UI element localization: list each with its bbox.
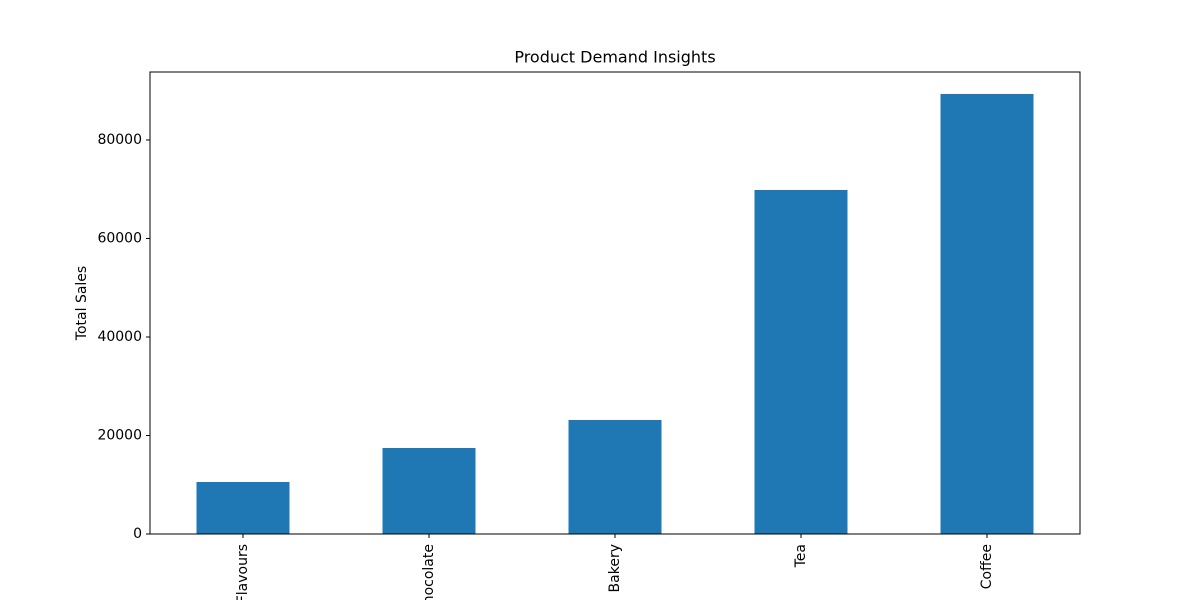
y-tick-label: 60000 [97,230,142,246]
x-tick-label: Chocolate [421,544,437,600]
y-tick-label: 0 [133,526,142,542]
x-tick-label: Coffee [979,544,995,589]
x-tick-label: Bakery [607,544,623,592]
bar [382,448,476,534]
plot-frame [149,71,1081,535]
bar [196,481,290,534]
x-tick-label: Tea [793,544,809,568]
y-tick-label: 80000 [97,132,142,148]
y-axis-label: Total Sales [74,266,90,341]
bar [754,189,848,534]
x-tick-label: Flavours [235,544,251,600]
y-tick-label: 40000 [97,329,142,345]
chart-title: Product Demand Insights [514,48,715,67]
y-tick-label: 20000 [97,427,142,443]
bar [568,419,662,534]
bar [940,93,1034,534]
